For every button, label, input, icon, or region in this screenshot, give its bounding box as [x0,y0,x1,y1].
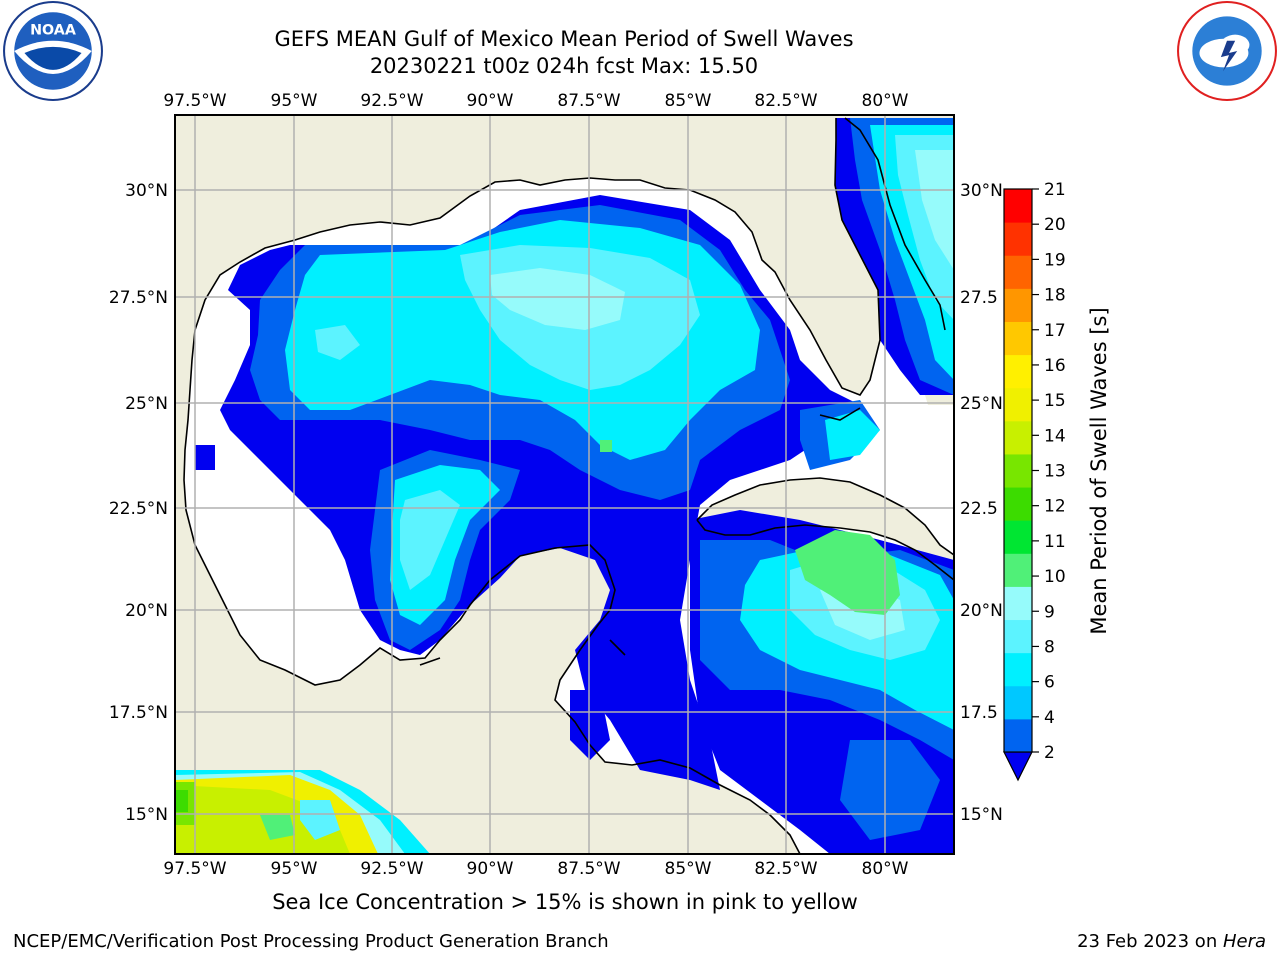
noaa-logo: NOAA [3,1,103,101]
lon-tick-bottom: 95°W [271,859,318,879]
chart-subtitle: 20230221 t00z 024h fcst Max: 15.50 [369,54,759,78]
map-body [175,115,954,854]
colorbar-swatch [1004,354,1032,389]
lon-tick-top: 82.5°W [754,91,817,111]
gridlines [175,115,954,854]
lat-ticks-left: 30°N 27.5°N 25°N 22.5°N 20°N 17.5°N 15°N [109,181,168,825]
footer-datestamp: 23 Feb 2023 on Hera [1077,931,1266,952]
colorbar-tick-label: 2 [1044,743,1055,763]
svg-text:NOAA: NOAA [30,23,76,39]
colorbar-swatch [1004,520,1032,554]
lat-tick-left: 17.5°N [109,703,168,723]
colorbar-swatch [1004,222,1032,256]
colorbar-swatch [1004,553,1032,587]
swell-period-contours [175,118,954,854]
lat-tick-right: 27.5 [960,288,998,308]
colorbar-ticks: 2 4 6 8 9 10 11 12 13 14 15 16 17 18 19 20 21 [1032,180,1066,763]
colorbar-swatch [1004,255,1032,289]
footer-date: 23 Feb 2023 on [1077,931,1223,952]
chart-title: GEFS MEAN Gulf of Mexico Mean Period of … [274,27,854,51]
sea-ice-note: Sea Ice Concentration > 15% is shown in … [272,890,858,914]
lon-tick-top: 90°W [467,91,514,111]
lon-tick-bottom: 90°W [467,859,514,879]
colorbar-tick-label: 15 [1044,391,1066,411]
colorbar-swatch [1004,387,1032,422]
colorbar-swatch [1004,288,1032,322]
colorbar-label: Mean Period of Swell Waves [s] [1087,307,1111,634]
lat-tick-left: 15°N [125,805,168,825]
nws-logo [1177,1,1277,101]
colorbar-swatch [1004,685,1032,720]
lat-tick-left: 25°N [125,394,168,414]
lon-ticks-top: 97.5°W 95°W 92.5°W 90°W 87.5°W 85°W 82.5… [163,91,908,111]
colorbar-tick-label: 14 [1044,426,1066,446]
colorbar-tick-label: 13 [1044,462,1066,482]
footer-credit: NCEP/EMC/Verification Post Processing Pr… [13,931,609,952]
coastlines [183,117,954,854]
lat-tick-left: 27.5°N [109,288,168,308]
colorbar [1003,188,1033,782]
colorbar-tick-label: 20 [1044,215,1066,235]
lat-tick-right: 22.5 [960,499,998,519]
colorbar-tick-label: 11 [1044,532,1066,552]
lon-tick-top: 85°W [665,91,712,111]
colorbar-swatch [1004,487,1032,521]
colorbar-tick-label: 8 [1044,637,1055,657]
lon-tick-top: 92.5°W [360,91,423,111]
lon-ticks-bottom: 97.5°W 95°W 92.5°W 90°W 87.5°W 85°W 82.5… [163,859,908,879]
lat-tick-right: 20°N [960,601,1003,621]
footer-machine: Hera [1222,931,1266,952]
lon-tick-bottom: 87.5°W [557,859,620,879]
lon-tick-top: 80°W [862,91,909,111]
lat-tick-right: 15°N [960,805,1003,825]
colorbar-tick-label: 16 [1044,356,1066,376]
lon-tick-bottom: 82.5°W [754,859,817,879]
lat-tick-left: 20°N [125,601,168,621]
colorbar-tick-label: 9 [1044,602,1055,622]
lat-tick-right: 25°N [960,394,1003,414]
colorbar-swatch [1004,718,1032,753]
colorbar-swatch [1004,586,1032,621]
colorbar-extension [1003,751,1033,782]
colorbar-swatch [1004,189,1032,223]
land-north-america [175,115,954,854]
colorbar-swatch [1004,321,1032,356]
colorbar-swatch [1004,420,1032,455]
colorbar-tick-label: 10 [1044,567,1066,587]
colorbar-swatch [1004,619,1032,654]
lat-tick-right: 17.5 [960,703,998,723]
lat-tick-left: 30°N [125,181,168,201]
lat-tick-right: 30°N [960,181,1003,201]
colorbar-swatch [1004,652,1032,687]
lon-tick-top: 87.5°W [557,91,620,111]
map-frame [174,114,955,855]
colorbar-tick-label: 12 [1044,497,1066,517]
lat-ticks-right: 30°N 27.5 25°N 22.5 20°N 17.5 15°N [960,181,1003,825]
lon-tick-bottom: 80°W [862,859,909,879]
colorbar-tick-label: 21 [1044,180,1066,200]
lon-tick-top: 97.5°W [163,91,226,111]
land-cuba [697,478,954,580]
colorbar-tick-label: 6 [1044,673,1055,693]
colorbar-tick-label: 19 [1044,250,1066,270]
lon-tick-top: 95°W [271,91,318,111]
colorbar-tick-label: 4 [1044,708,1055,728]
lon-tick-bottom: 92.5°W [360,859,423,879]
colorbar-tick-label: 17 [1044,321,1066,341]
colorbar-tick-label: 18 [1044,286,1066,306]
lon-tick-bottom: 85°W [665,859,712,879]
lon-tick-bottom: 97.5°W [163,859,226,879]
colorbar-swatch [1004,453,1032,488]
lat-tick-left: 22.5°N [109,499,168,519]
